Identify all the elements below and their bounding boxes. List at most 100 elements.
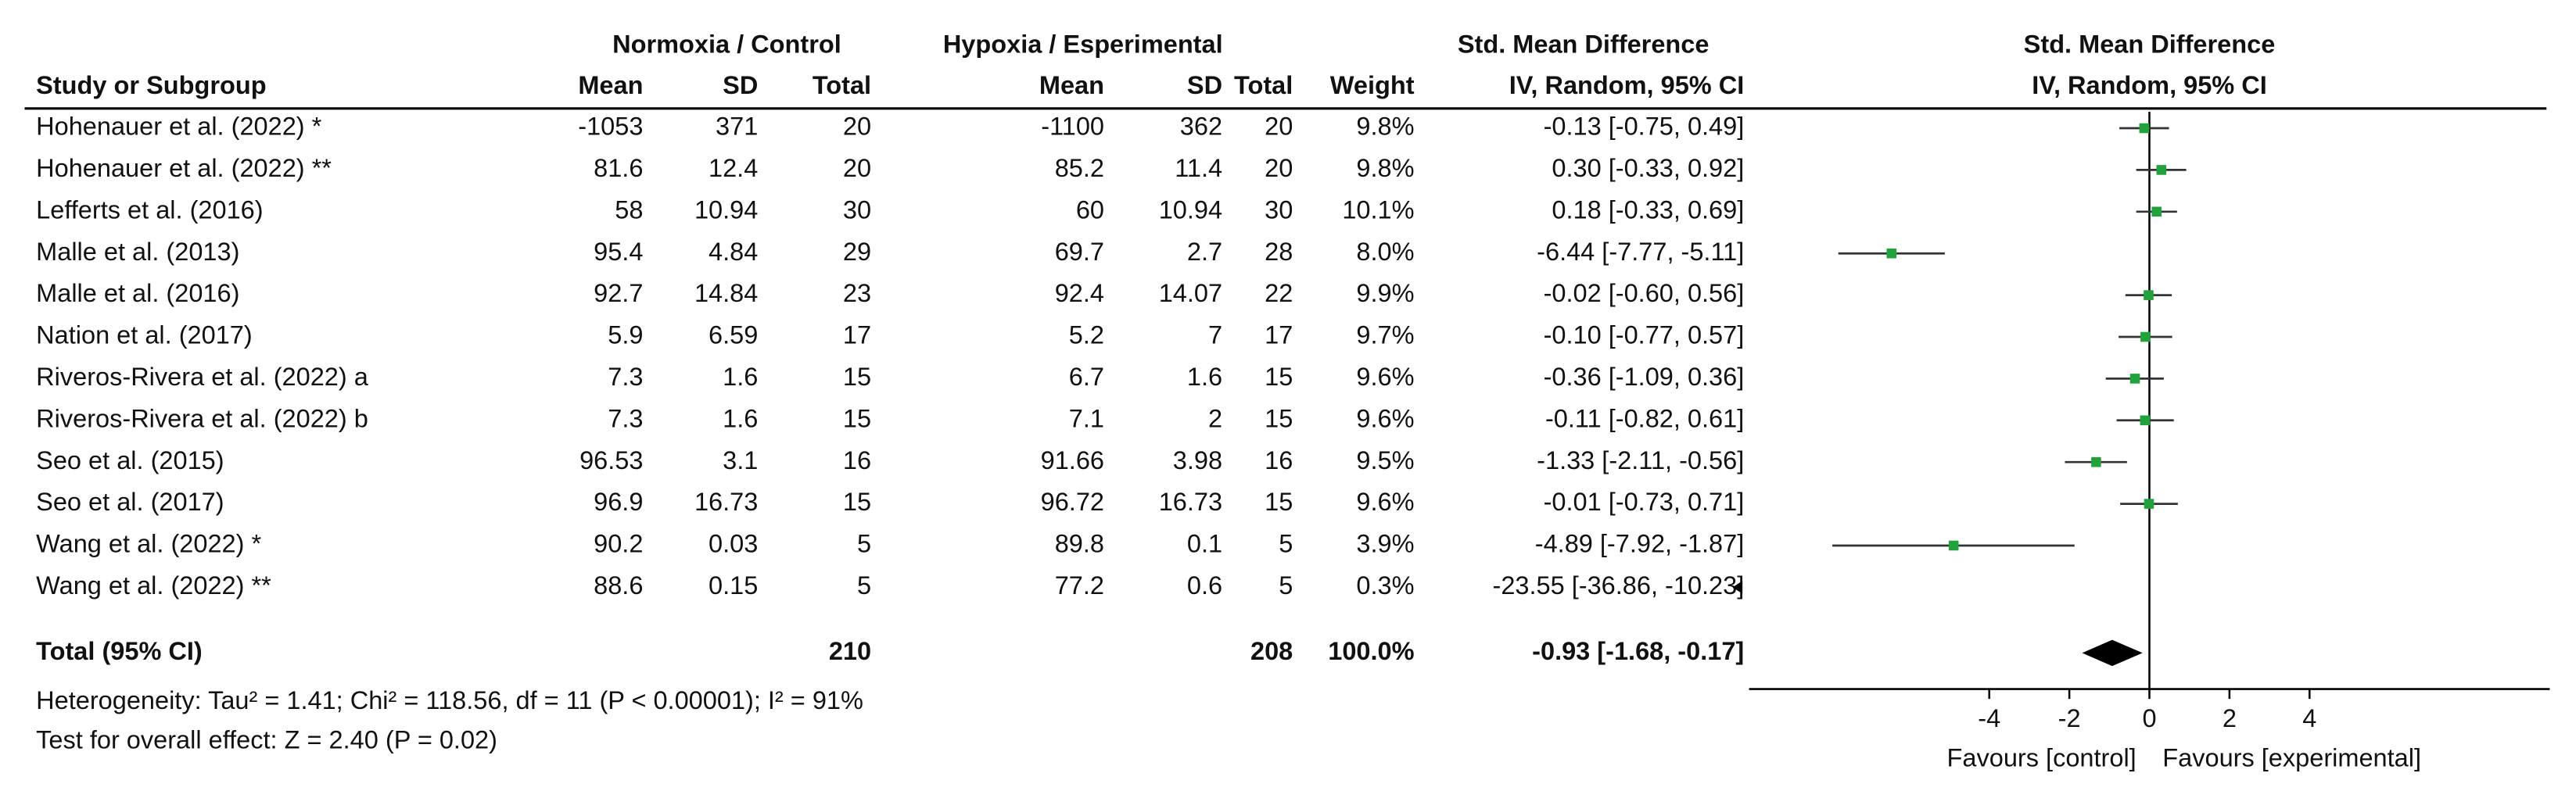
- experimental-sd: 7: [1208, 321, 1222, 349]
- weight: 8.0%: [1356, 238, 1414, 266]
- control-sd: 14.84: [694, 279, 758, 307]
- study-name: Wang et al. (2022) **: [36, 571, 271, 600]
- experimental-mean: 89.8: [1055, 530, 1104, 558]
- heterogeneity: Heterogeneity: Tau² = 1.41; Chi² = 118.5…: [36, 686, 863, 714]
- column-header: Study or Subgroup: [36, 71, 266, 99]
- column-header: Total: [813, 71, 871, 99]
- control-mean: 90.2: [594, 530, 643, 558]
- effect-ci: 0.30 [-0.33, 0.92]: [1552, 154, 1744, 182]
- effect-ci: -0.36 [-1.09, 0.36]: [1544, 363, 1745, 391]
- control-total: 5: [857, 530, 871, 558]
- effect-square: [2151, 206, 2162, 217]
- experimental-mean: 92.4: [1055, 279, 1104, 307]
- experimental-sd: 3.98: [1173, 446, 1222, 474]
- experimental-mean: 69.7: [1055, 238, 1104, 266]
- study-name: Wang et al. (2022) *: [36, 530, 261, 558]
- total-label: Total (95% CI): [36, 637, 203, 665]
- control-total: 17: [843, 321, 871, 349]
- group-header: Std. Mean Difference: [2024, 30, 2276, 59]
- weight: 9.6%: [1356, 404, 1414, 432]
- control-total: 16: [843, 446, 871, 474]
- total-n: 208: [1250, 637, 1293, 665]
- effect-ci: -0.13 [-0.75, 0.49]: [1544, 113, 1745, 141]
- x-tick-label: 0: [2142, 704, 2156, 732]
- experimental-sd: 2: [1208, 404, 1222, 432]
- control-mean: 88.6: [594, 571, 643, 600]
- total-weight: 100.0%: [1328, 637, 1414, 665]
- study-name: Malle et al. (2016): [36, 279, 239, 307]
- x-tick-label: -4: [1978, 704, 2000, 732]
- effect-ci: -0.01 [-0.73, 0.71]: [1544, 488, 1745, 516]
- control-total: 20: [843, 154, 871, 182]
- column-header: SD: [1187, 71, 1222, 99]
- x-axis-label: Favours [experimental]: [2162, 743, 2421, 771]
- weight: 3.9%: [1356, 530, 1414, 558]
- total-n: 210: [829, 637, 871, 665]
- experimental-sd: 0.6: [1187, 571, 1222, 600]
- experimental-total: 5: [1279, 571, 1293, 600]
- effect-ci: -6.44 [-7.77, -5.11]: [1537, 238, 1744, 266]
- experimental-sd: 1.6: [1187, 363, 1222, 391]
- experimental-mean: 96.72: [1041, 488, 1104, 516]
- control-sd: 4.84: [709, 238, 758, 266]
- control-total: 20: [843, 113, 871, 141]
- control-mean: 92.7: [594, 279, 643, 307]
- study-name: Lefferts et al. (2016): [36, 195, 263, 224]
- experimental-mean: 5.2: [1069, 321, 1104, 349]
- experimental-total: 5: [1279, 530, 1293, 558]
- experimental-total: 28: [1265, 238, 1293, 266]
- study-name: Riveros-Rivera et al. (2022) a: [36, 363, 369, 391]
- effect-square: [2139, 123, 2150, 134]
- control-total: 23: [843, 279, 871, 307]
- control-sd: 10.94: [694, 195, 758, 224]
- control-mean: 81.6: [594, 154, 643, 182]
- control-total: 30: [843, 195, 871, 224]
- column-header: Mean: [1039, 71, 1104, 99]
- control-total: 5: [857, 571, 871, 600]
- effect-square: [2140, 415, 2151, 426]
- experimental-mean: 60: [1076, 195, 1104, 224]
- control-sd: 16.73: [694, 488, 758, 516]
- control-total: 15: [843, 363, 871, 391]
- column-header: IV, Random, 95% CI: [1509, 71, 1745, 99]
- effect-ci: -0.10 [-0.77, 0.57]: [1544, 321, 1745, 349]
- experimental-sd: 14.07: [1159, 279, 1222, 307]
- off-scale-arrow: [1732, 580, 1743, 594]
- weight: 9.5%: [1356, 446, 1414, 474]
- experimental-total: 22: [1265, 279, 1293, 307]
- control-mean: 96.9: [594, 488, 643, 516]
- control-mean: 96.53: [579, 446, 643, 474]
- control-mean: 5.9: [608, 321, 643, 349]
- x-axis-label: Favours [control]: [1947, 743, 2137, 771]
- x-tick-label: -2: [2058, 704, 2081, 732]
- effect-square: [2144, 290, 2154, 300]
- study-name: Hohenauer et al. (2022) *: [36, 113, 321, 141]
- overall-effect: Test for overall effect: Z = 2.40 (P = 0…: [36, 725, 497, 753]
- experimental-total: 20: [1265, 113, 1293, 141]
- study-name: Malle et al. (2013): [36, 238, 239, 266]
- control-sd: 1.6: [723, 404, 758, 432]
- experimental-mean: 7.1: [1069, 404, 1104, 432]
- weight: 9.7%: [1356, 321, 1414, 349]
- study-name: Seo et al. (2017): [36, 488, 224, 516]
- study-name: Seo et al. (2015): [36, 446, 224, 474]
- control-sd: 0.15: [709, 571, 758, 600]
- weight: 9.6%: [1356, 488, 1414, 516]
- control-mean: -1053: [578, 113, 643, 141]
- effect-ci: -4.89 [-7.92, -1.87]: [1535, 530, 1745, 558]
- experimental-total: 20: [1265, 154, 1293, 182]
- column-header: IV, Random, 95% CI: [2032, 71, 2267, 99]
- study-name: Riveros-Rivera et al. (2022) b: [36, 404, 368, 432]
- experimental-mean: 6.7: [1069, 363, 1104, 391]
- column-header: Weight: [1330, 71, 1415, 99]
- group-header: Hypoxia / Esperimental: [943, 30, 1223, 59]
- experimental-total: 16: [1265, 446, 1293, 474]
- control-mean: 58: [615, 195, 643, 224]
- total-effect: -0.93 [-1.68, -0.17]: [1532, 637, 1744, 665]
- group-header: Std. Mean Difference: [1458, 30, 1710, 59]
- x-tick-label: 2: [2223, 704, 2237, 732]
- experimental-sd: 362: [1180, 113, 1222, 141]
- experimental-mean: 91.66: [1041, 446, 1104, 474]
- effect-ci: -1.33 [-2.11, -0.56]: [1537, 446, 1744, 474]
